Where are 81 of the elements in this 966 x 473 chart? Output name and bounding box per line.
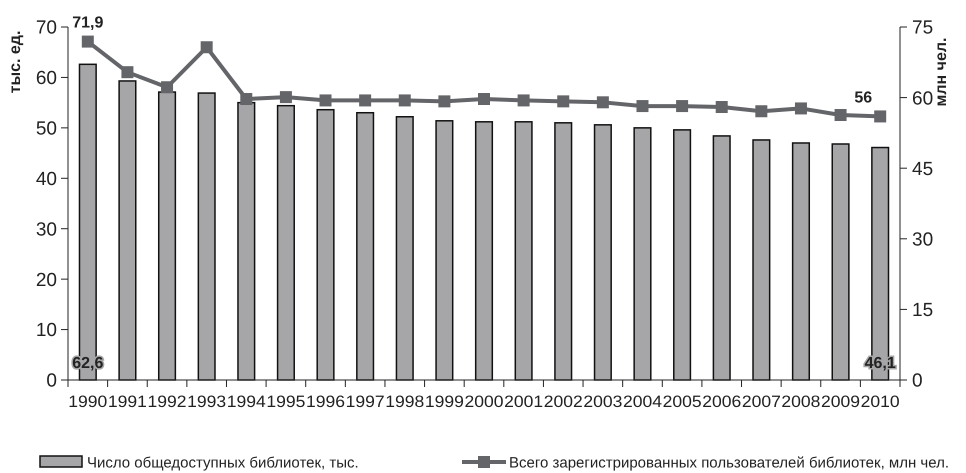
point — [636, 100, 648, 112]
x-tick-label: 1998 — [385, 393, 424, 411]
bar — [752, 139, 770, 381]
bar — [396, 116, 414, 381]
bar — [118, 80, 136, 381]
y-tick-label: 70 — [36, 18, 57, 39]
y2-tick-label: 30 — [912, 229, 934, 250]
x-tick-label: 1991 — [108, 393, 147, 411]
bar — [594, 124, 612, 381]
bar — [554, 122, 572, 381]
point — [161, 81, 174, 94]
y2-tick-label: 75 — [912, 18, 934, 39]
x-tick-label: 1992 — [148, 393, 187, 411]
bar — [198, 92, 216, 381]
bar — [276, 104, 295, 381]
x-tick-label: 1990 — [68, 393, 108, 411]
point — [755, 105, 768, 118]
point — [834, 109, 847, 122]
bar — [158, 91, 176, 381]
y-tick-label: 0 — [46, 370, 57, 392]
bar — [673, 129, 692, 381]
x-tick-label: 2002 — [544, 393, 583, 411]
data-label: 71,9 — [72, 14, 104, 32]
y-tick-label: 60 — [36, 68, 57, 90]
x-tick-label: 2010 — [860, 393, 900, 411]
point — [200, 41, 213, 54]
y2-axis-title: млн чел. — [933, 38, 950, 106]
y-tick-label: 20 — [36, 270, 57, 291]
x-tick-label: 2007 — [742, 393, 781, 411]
y2-tick-label: 60 — [912, 88, 934, 110]
y-tick-label: 50 — [36, 118, 57, 140]
bar — [435, 120, 454, 381]
y-tick-label: 40 — [36, 168, 57, 190]
point — [121, 66, 134, 78]
y-tick-label: 10 — [36, 320, 57, 342]
y2-tick-label: 45 — [912, 158, 934, 180]
x-tick-label: 2009 — [821, 393, 860, 411]
bar — [514, 121, 533, 381]
point — [280, 91, 292, 104]
bar — [832, 143, 850, 381]
x-tick-label: 1993 — [187, 393, 226, 411]
point — [82, 36, 94, 48]
bar — [356, 112, 374, 381]
bar — [316, 108, 335, 381]
legend-label: Число общедоступных библиотек, тыс. — [87, 454, 359, 472]
bar — [237, 102, 256, 381]
bar — [474, 121, 494, 381]
data-label: 56 — [854, 89, 872, 106]
x-tick-label: 1996 — [306, 393, 346, 411]
x-tick-label: 2001 — [504, 393, 544, 411]
y2-tick-label: 15 — [912, 300, 934, 322]
point — [676, 100, 688, 112]
legend-label: Всего зарегистрированных пользователей библиотек, млн чел. — [509, 454, 950, 472]
x-tick-label: 2000 — [464, 393, 504, 411]
point — [596, 96, 609, 108]
point — [438, 95, 450, 108]
point — [557, 95, 570, 108]
x-tick-label: 1999 — [424, 393, 464, 411]
x-tick-label: 1995 — [266, 393, 306, 411]
point — [320, 94, 332, 106]
x-tick-label: 1997 — [346, 393, 385, 411]
x-tick-label: 2004 — [622, 393, 662, 411]
x-tick-label: 2006 — [702, 393, 742, 411]
x-tick-label: 2003 — [583, 393, 622, 411]
point — [398, 94, 411, 106]
x-tick-label: 1994 — [226, 393, 266, 411]
point — [359, 94, 372, 106]
y-axis-title: тыс. ед. — [7, 30, 24, 94]
y2-tick-label: 0 — [912, 370, 923, 392]
point — [240, 93, 252, 106]
point — [518, 94, 530, 106]
point — [478, 93, 490, 106]
bar — [633, 127, 652, 381]
bar — [712, 135, 731, 381]
x-tick-label: 2005 — [662, 393, 702, 411]
point — [794, 102, 807, 114]
bar — [792, 142, 810, 381]
point — [874, 110, 886, 122]
x-tick-label: 2008 — [781, 393, 820, 411]
point — [716, 101, 728, 114]
y-tick-label: 30 — [36, 219, 57, 240]
